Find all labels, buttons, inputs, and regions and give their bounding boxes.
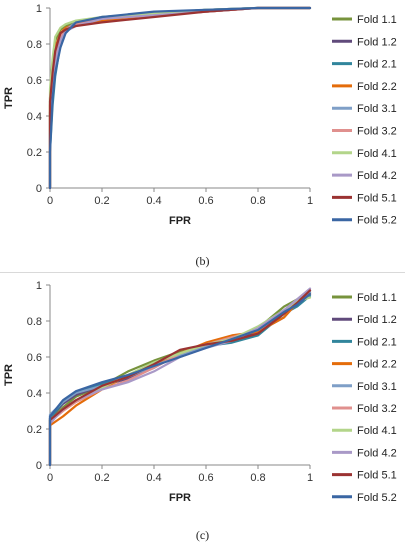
x-tick-label: 0.2 — [94, 472, 109, 484]
legend-label: Fold 5.2 — [357, 492, 397, 504]
legend-label: Fold 2.1 — [357, 336, 397, 348]
legend-label: Fold 3.1 — [357, 103, 397, 115]
roc-chart-b: 0 0 0.2 0.2 0.4 0.4 0.6 0.6 0.8 0.8 1 1 FPR TPR Fold 1… — [0, 0, 405, 250]
x-tick-label: 0 — [47, 195, 53, 207]
series-line-fold-3.2 — [48, 6, 312, 190]
series-line-fold-2.2 — [48, 6, 312, 190]
series-line-fold-5.1 — [48, 289, 312, 467]
y-axis-label: TPR — [3, 364, 15, 386]
legend-label: Fold 3.1 — [357, 381, 397, 393]
caption-c: (c) — [195, 528, 210, 542]
series-line-fold-3.1 — [48, 6, 312, 190]
y-axis-label: TPR — [3, 87, 15, 109]
figure-divider — [0, 272, 405, 273]
x-tick-label: 0.8 — [250, 472, 265, 484]
roc-chart-c: 0 0 0.2 0.2 0.4 0.4 0.6 0.6 0.8 0.8 1 1 FPR TPR Fold 1… — [0, 275, 405, 510]
legend-label: Fold 4.1 — [357, 425, 397, 437]
legend-label: Fold 4.1 — [357, 148, 397, 160]
y-tick-label: 0.8 — [27, 39, 42, 51]
x-tick-label: 0.2 — [94, 195, 109, 207]
legend-label: Fold 5.1 — [357, 470, 397, 482]
x-axis-label: FPR — [169, 492, 191, 504]
y-tick-label: 0.4 — [27, 388, 42, 400]
y-tick-label: 0.6 — [27, 75, 42, 87]
legend-label: Fold 3.2 — [357, 403, 397, 415]
series-line-fold-4.1 — [48, 6, 312, 190]
x-tick-label: 0.6 — [198, 472, 213, 484]
roc-chart-b-plot: 00 0.2 0.2 0.4 0.4 0.6 0.6 0.8 0.8 1 1 FPR TPR Fold 1… — [3, 3, 397, 227]
x-tick-label: 0.6 — [198, 195, 213, 207]
y-tick-label: 1 — [36, 3, 42, 15]
x-tick-label: 0 — [47, 472, 53, 484]
legend-label: Fold 3.2 — [357, 126, 397, 138]
legend-label: Fold 1.1 — [357, 14, 397, 26]
series-line-fold-4.2 — [48, 6, 312, 190]
roc-chart-c-plot: 00 0.2 0.2 0.4 0.4 0.6 0.6 0.8 0.8 1 1 FPR TPR Fold 1… — [3, 280, 397, 504]
legend-label: Fold 5.2 — [357, 215, 397, 227]
legend-label: Fold 4.2 — [357, 170, 397, 182]
y-tick-label: 0.6 — [27, 352, 42, 364]
legend-label: Fold 2.1 — [357, 59, 397, 71]
y-tick-label: 0.2 — [27, 424, 42, 436]
x-tick-label: 1 — [307, 195, 313, 207]
x-tick-label: 0.4 — [146, 195, 161, 207]
y-tick-label: 0 — [36, 460, 42, 472]
x-axis-label: FPR — [169, 215, 191, 227]
y-tick-label: 1 — [36, 280, 42, 292]
series-line-fold-1.2 — [48, 6, 312, 190]
legend-label: Fold 5.1 — [357, 192, 397, 204]
series-line-fold-4.2 — [48, 287, 312, 467]
y-tick-label: 0.2 — [27, 147, 42, 159]
y-tick-label: 0.8 — [27, 316, 42, 328]
series-line-fold-1.1 — [48, 6, 312, 190]
caption-b: (b) — [195, 254, 210, 268]
legend-label: Fold 2.2 — [357, 359, 397, 371]
legend-label: Fold 2.2 — [357, 81, 397, 93]
legend-label: Fold 1.1 — [357, 292, 397, 304]
legend-label: Fold 1.2 — [357, 314, 397, 326]
series-line-fold-5.2 — [48, 6, 312, 190]
legend-label: Fold 1.2 — [357, 36, 397, 48]
series-line-fold-5.1 — [48, 6, 312, 190]
x-tick-label: 1 — [307, 472, 313, 484]
x-tick-label: 0.4 — [146, 472, 161, 484]
legend-label: Fold 4.2 — [357, 447, 397, 459]
series-line-fold-5.2 — [48, 292, 312, 467]
y-tick-label: 0.4 — [27, 111, 42, 123]
y-tick-label: 0 — [36, 183, 42, 195]
x-tick-label: 0.8 — [250, 195, 265, 207]
series-line-fold-2.1 — [48, 6, 312, 190]
